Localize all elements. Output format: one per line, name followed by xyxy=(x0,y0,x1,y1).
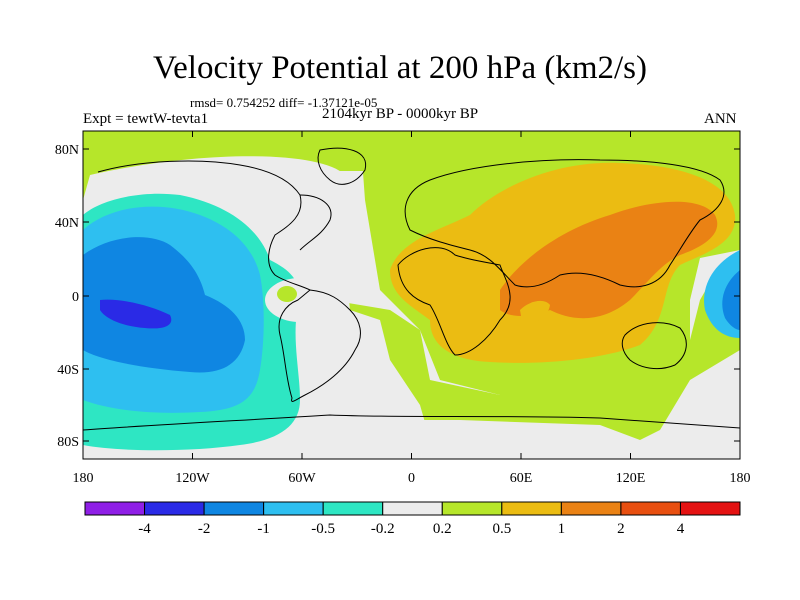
colorbar-label: -0.2 xyxy=(371,521,395,537)
colorbar-label: 0.5 xyxy=(492,521,511,537)
lon-tick-label: 0 xyxy=(408,471,415,486)
field-weak-positive-south xyxy=(330,255,740,440)
season-label: ANN xyxy=(704,111,737,127)
colorbar-swatch xyxy=(501,501,562,516)
colorbar-label: -4 xyxy=(138,521,151,537)
map-title: Velocity Potential at 200 hPa (km2/s) xyxy=(152,50,648,86)
lon-tick-label: 120W xyxy=(175,471,210,486)
field-positive-gap xyxy=(520,300,550,323)
antarctica-coast xyxy=(83,414,740,431)
lat-tick-label: 80N xyxy=(55,143,79,158)
lat-tick-label: 40S xyxy=(57,363,79,378)
lat-tick-label: 80S xyxy=(57,435,79,450)
period-label: 2104kyr BP - 0000kyr BP xyxy=(322,106,479,122)
lat-ticks: 80N 40N 0 40S 80S xyxy=(55,143,740,450)
colorbar-swatch xyxy=(679,501,741,516)
colorbar-label: 1 xyxy=(558,521,566,537)
colorbar-label: -1 xyxy=(257,521,270,537)
colorbar-swatch xyxy=(203,501,265,516)
colorbar-label: -2 xyxy=(198,521,211,537)
australia-coast xyxy=(621,322,687,370)
colorbar-label: -0.5 xyxy=(311,521,335,537)
field-strong-negative xyxy=(100,299,172,329)
colorbar-swatch xyxy=(263,501,324,516)
coastlines xyxy=(83,147,740,431)
stats-label: rmsd= 0.754252 diff= -1.37121e-05 xyxy=(190,95,378,110)
colorbar-swatch xyxy=(441,501,503,516)
lon-tick-label: 180 xyxy=(73,471,94,486)
colorbar-swatch xyxy=(84,501,146,516)
colorbar: -4 -2 -1 -0.5 -0.2 0.2 0.5 1 2 4 xyxy=(84,501,741,537)
lon-tick-label: 180 xyxy=(730,471,751,486)
colorbar-swatch xyxy=(382,501,443,516)
colorbar-swatch xyxy=(322,501,384,516)
lon-tick-label: 60E xyxy=(510,471,533,486)
south-america-coast xyxy=(278,289,361,402)
hudson-coast xyxy=(299,194,332,251)
lat-tick-label: 40N xyxy=(55,216,79,231)
lat-tick-label: 0 xyxy=(72,290,79,305)
lon-tick-label: 60W xyxy=(288,471,316,486)
colorbar-swatch xyxy=(560,501,622,516)
field-negative-east xyxy=(722,270,740,330)
field-zero-caribbean xyxy=(265,278,335,322)
north-america-coast xyxy=(97,160,311,291)
colorbar-swatch xyxy=(144,501,205,516)
eurasia-coast xyxy=(404,159,725,288)
experiment-label: Expt = tewtW-tevta1 xyxy=(83,111,209,127)
africa-coast xyxy=(397,247,511,356)
field-negative xyxy=(83,237,245,373)
colorbar-label: 0.2 xyxy=(433,521,452,537)
field-weak-positive-caribbean xyxy=(277,286,297,302)
colorbar-label: 4 xyxy=(677,521,685,537)
colorbar-label: 2 xyxy=(617,521,625,537)
field-strong-positive xyxy=(500,201,718,319)
lon-ticks: 180 120W 60W 0 60E 120E 180 xyxy=(73,131,751,486)
colorbar-swatch xyxy=(620,501,681,516)
lon-tick-label: 120E xyxy=(616,471,646,486)
greenland-coast xyxy=(317,147,367,185)
